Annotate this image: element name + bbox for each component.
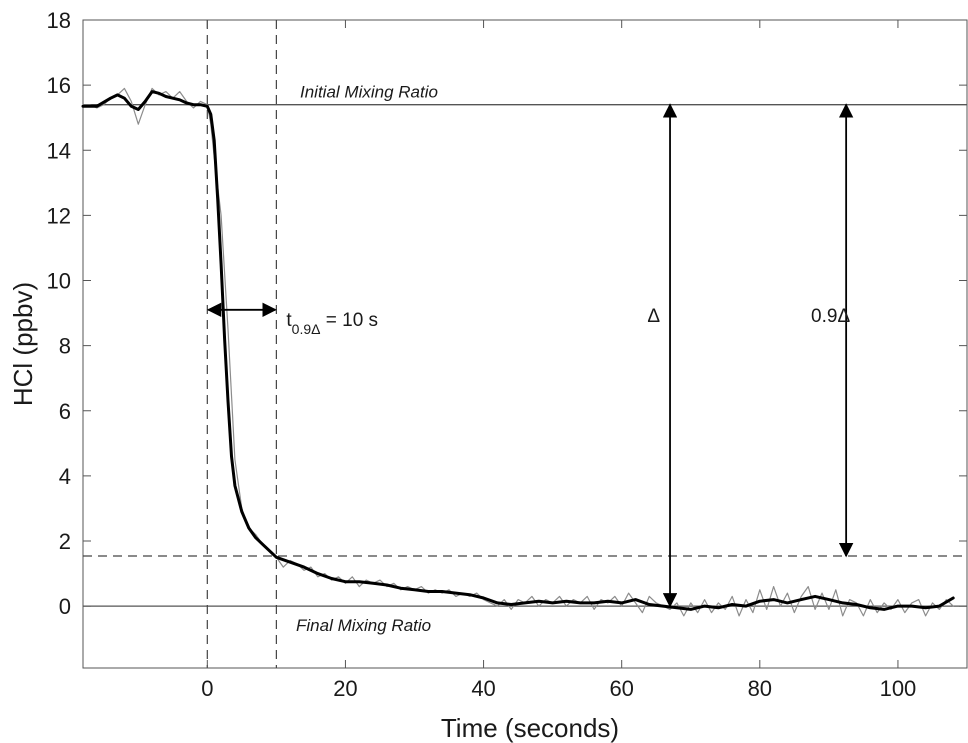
series-group [81,87,955,617]
final-mixing-ratio-label: Final Mixing Ratio [296,616,431,635]
y-axis-label: HCl (ppbv) [8,282,38,406]
axis-ticks: 0 20 40 60 80 100 0 2 4 6 8 10 12 14 16 18 [47,8,967,701]
x-tick-label: 80 [748,676,772,701]
smoothed-data-line [81,90,955,611]
y-tick-label: 6 [59,399,71,424]
annotations: Initial Mixing Ratio Final Mixing Ratio t0… [206,83,854,635]
x-tick-label: 0 [201,676,213,701]
initial-mixing-ratio-label: Initial Mixing Ratio [300,83,438,102]
y-tick-label: 10 [47,269,71,294]
x-axis-label: Time (seconds) [441,713,619,743]
plot-area [82,19,968,669]
delta-label: Δ [647,306,660,327]
y-tick-label: 0 [59,594,71,619]
y-tick-label: 8 [59,334,71,359]
y-tick-label: 16 [47,73,71,98]
y-tick-label: 14 [47,138,71,163]
y-tick-label: 2 [59,529,71,554]
y-tick-label: 4 [59,464,71,489]
x-tick-label: 40 [471,676,495,701]
x-tick-label: 100 [880,676,917,701]
delta-09-label: 0.9Δ [811,306,850,327]
reference-lines [83,20,967,668]
y-tick-label: 12 [47,203,71,228]
x-tick-label: 60 [609,676,633,701]
response-time-label: t0.9Δ = 10 s [286,310,378,337]
x-tick-label: 20 [333,676,357,701]
y-tick-label: 18 [47,8,71,33]
